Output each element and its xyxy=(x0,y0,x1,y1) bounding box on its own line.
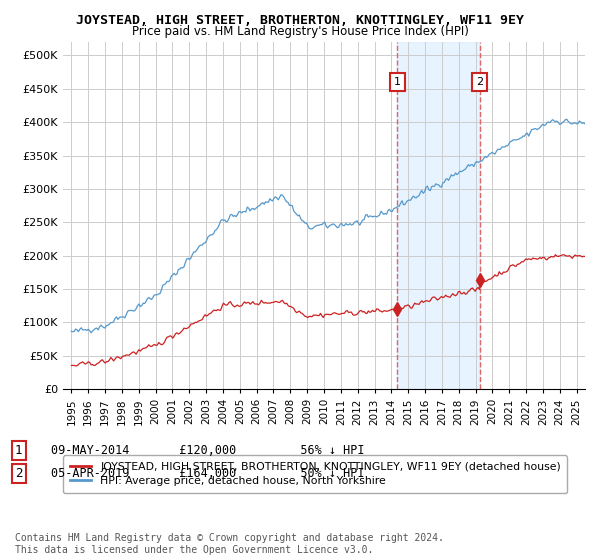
Text: 05-APR-2019       £164,000         50% ↓ HPI: 05-APR-2019 £164,000 50% ↓ HPI xyxy=(51,466,365,480)
Text: Contains HM Land Registry data © Crown copyright and database right 2024.
This d: Contains HM Land Registry data © Crown c… xyxy=(15,533,444,555)
Text: 1: 1 xyxy=(394,77,401,87)
Text: Price paid vs. HM Land Registry's House Price Index (HPI): Price paid vs. HM Land Registry's House … xyxy=(131,25,469,38)
Text: 2: 2 xyxy=(15,466,23,480)
Text: 2: 2 xyxy=(476,77,484,87)
Text: 1: 1 xyxy=(15,444,23,458)
Text: 09-MAY-2014       £120,000         56% ↓ HPI: 09-MAY-2014 £120,000 56% ↓ HPI xyxy=(51,444,365,458)
Legend: JOYSTEAD, HIGH STREET, BROTHERTON, KNOTTINGLEY, WF11 9EY (detached house), HPI: : JOYSTEAD, HIGH STREET, BROTHERTON, KNOTT… xyxy=(63,455,567,493)
Bar xyxy=(397,42,480,389)
Text: JOYSTEAD, HIGH STREET, BROTHERTON, KNOTTINGLEY, WF11 9EY: JOYSTEAD, HIGH STREET, BROTHERTON, KNOTT… xyxy=(76,14,524,27)
